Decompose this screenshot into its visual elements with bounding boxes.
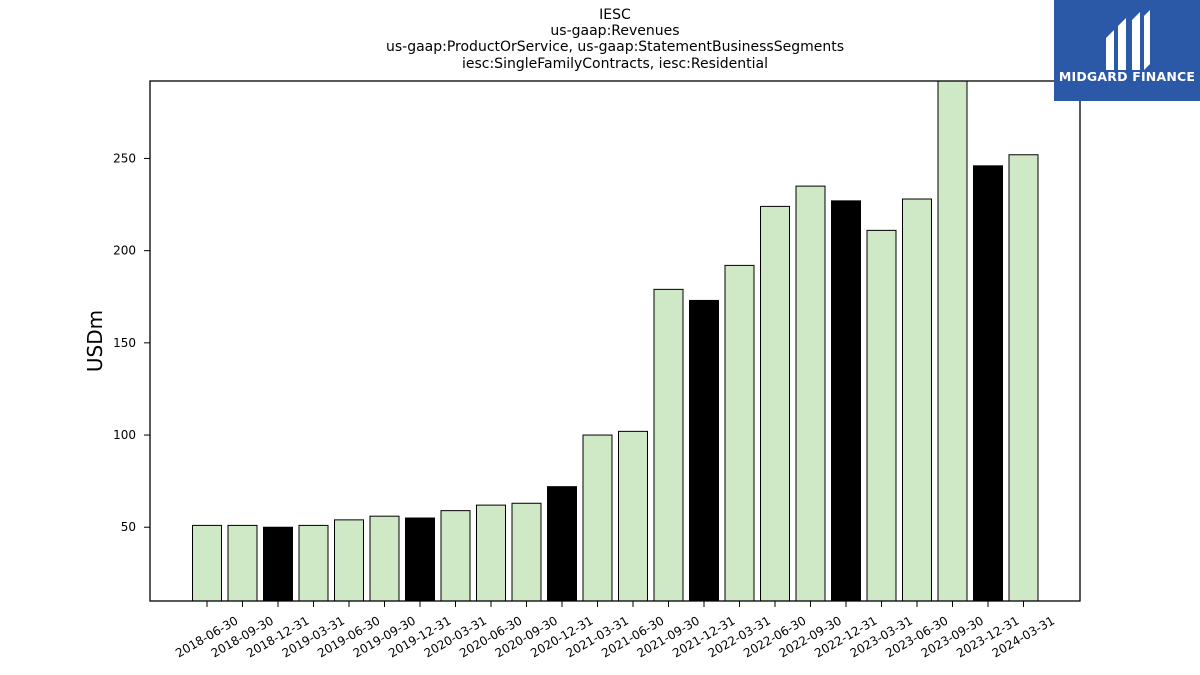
bar-2021-12-31 [689,299,719,601]
bar-2022-06-30 [760,205,790,601]
chart-subtitle-axes: us-gaap:ProductOrService, us-gaap:Statem… [385,39,844,55]
bar-2023-03-31 [866,229,897,601]
chart-title: IESC [599,7,631,23]
bar-2018-09-30 [227,524,258,601]
bar-2023-06-30 [902,198,932,601]
midgard-finance-logo: MIDGARD FINANCE [1054,0,1200,101]
chart-subtitle-concept: us-gaap:Revenues [550,23,680,39]
plot-frame [149,80,1081,602]
bar-2019-09-30 [369,515,400,601]
y-tick-label-50: 50 [121,520,136,534]
y-tick-label-200: 200 [113,244,136,258]
bar-2021-03-31 [582,434,613,601]
y-axis-label: USDm [83,310,107,372]
bar-2021-06-30 [618,430,648,601]
chart-subtitle-members: iesc:SingleFamilyContracts, iesc:Residen… [461,56,769,72]
bar-2023-09-30 [937,81,968,601]
bar-2018-12-31 [263,526,293,601]
bar-2023-12-31 [973,165,1003,601]
bar-2020-09-30 [511,502,542,601]
bar-2021-09-30 [653,288,684,601]
bar-2022-12-31 [831,200,861,601]
y-tick-label-100: 100 [113,428,136,442]
logo-text: MIDGARD FINANCE [1058,69,1196,84]
bar-2019-03-31 [298,524,329,601]
bar-2022-03-31 [724,264,755,601]
y-tick-label-150: 150 [113,336,136,350]
bar-2019-12-31 [405,517,435,601]
bar-2020-12-31 [547,486,577,601]
bar-2020-03-31 [440,510,471,601]
bar-2019-06-30 [334,519,364,601]
y-tick-label-250: 250 [113,151,136,165]
bar-2020-06-30 [476,504,506,601]
bar-2024-03-31 [1008,154,1039,601]
bar-2022-09-30 [795,185,826,601]
midgard-logo-icon [1106,10,1150,70]
bar-2018-06-30 [192,524,222,601]
